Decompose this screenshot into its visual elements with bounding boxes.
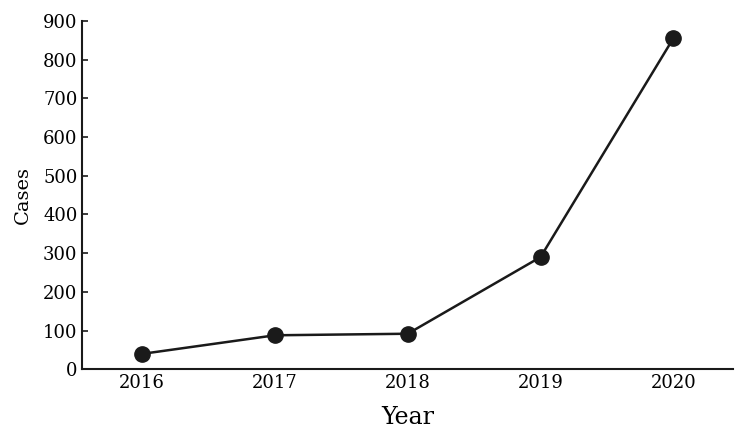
Y-axis label: Cases: Cases <box>14 166 32 224</box>
X-axis label: Year: Year <box>381 406 434 429</box>
